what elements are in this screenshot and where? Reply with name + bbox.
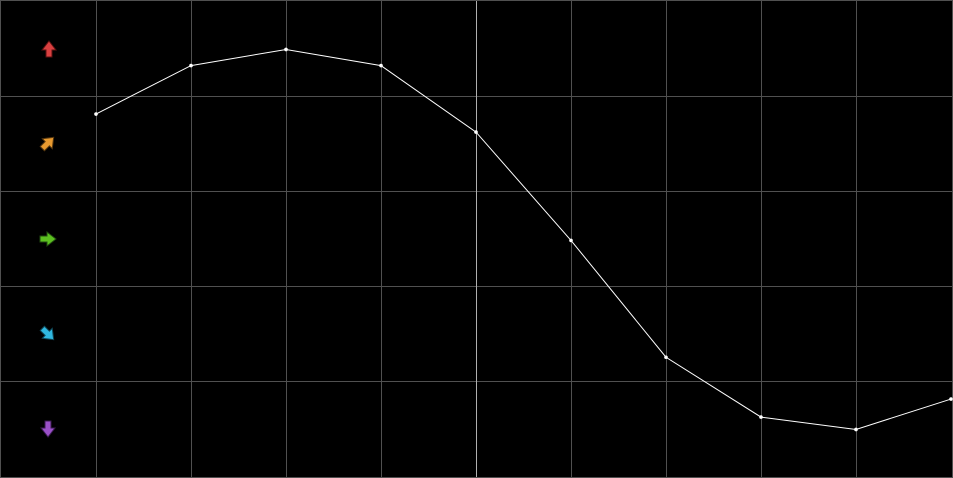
arrow-down-icon: [39, 420, 57, 438]
arrow-up-right-icon: [39, 136, 55, 152]
plot: [94, 47, 953, 432]
arrow-right-icon: [39, 230, 57, 248]
data-point: [854, 427, 858, 432]
data-point: [94, 112, 98, 116]
data-point: [949, 397, 953, 401]
data-point: [284, 47, 288, 52]
data-point: [569, 238, 573, 243]
data-point: [189, 63, 193, 68]
arrow-down-right-icon: [39, 325, 55, 341]
data-point: [664, 355, 668, 360]
arrow-up-icon: [40, 40, 58, 58]
data-point: [474, 130, 478, 134]
data-point: [379, 63, 383, 68]
data-line: [95, 48, 952, 430]
direction-icons: [39, 40, 58, 438]
data-point: [759, 415, 763, 419]
